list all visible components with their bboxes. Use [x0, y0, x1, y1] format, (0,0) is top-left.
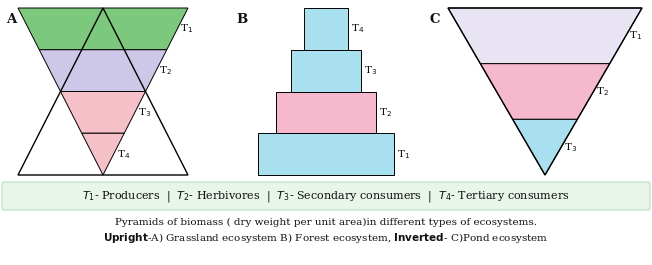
Polygon shape — [512, 119, 577, 175]
Text: T$_1$: T$_1$ — [629, 29, 642, 42]
Bar — [304, 8, 348, 50]
Text: T$_2$: T$_2$ — [597, 85, 610, 98]
Text: T$_4$: T$_4$ — [351, 23, 364, 35]
Bar — [276, 91, 376, 133]
Text: T$_1$: T$_1$ — [181, 23, 194, 35]
Text: B: B — [236, 13, 247, 26]
Text: T$_1$: T$_1$ — [397, 148, 410, 161]
Polygon shape — [82, 133, 125, 175]
Text: C: C — [430, 13, 441, 26]
FancyBboxPatch shape — [2, 182, 650, 210]
Text: T$_2$: T$_2$ — [379, 106, 393, 119]
Text: T$_3$: T$_3$ — [364, 64, 378, 77]
Polygon shape — [448, 8, 642, 64]
Bar — [258, 133, 394, 175]
Text: T$_3$: T$_3$ — [564, 141, 577, 153]
Text: Pyramids of biomass ( dry weight per unit area)in different types of ecosystems.: Pyramids of biomass ( dry weight per uni… — [115, 218, 537, 227]
Text: T$_4$: T$_4$ — [117, 148, 130, 161]
Polygon shape — [18, 8, 188, 50]
Polygon shape — [39, 50, 167, 91]
Text: T$_3$: T$_3$ — [138, 106, 151, 119]
Text: $\bf{Upright}$-A) Grassland ecosystem B) Forest ecosystem, $\bf{Inverted}$- C)Po: $\bf{Upright}$-A) Grassland ecosystem B)… — [103, 231, 549, 245]
Text: T$_2$: T$_2$ — [159, 64, 172, 77]
Polygon shape — [481, 64, 610, 119]
Polygon shape — [61, 91, 145, 133]
Bar — [291, 50, 361, 91]
Text: $T_1$- Producers  |  $T_2$- Herbivores  |  $T_3$- Secondary consumers  |  $T_4$-: $T_1$- Producers | $T_2$- Herbivores | $… — [82, 188, 570, 204]
Text: A: A — [6, 13, 16, 26]
